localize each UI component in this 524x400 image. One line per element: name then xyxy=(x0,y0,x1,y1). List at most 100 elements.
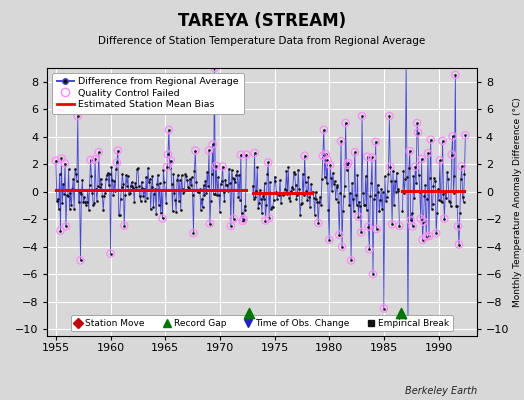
Point xyxy=(215,192,223,198)
Point xyxy=(385,113,394,119)
Point xyxy=(336,190,344,196)
Point xyxy=(67,190,75,196)
Point xyxy=(347,257,355,264)
Point xyxy=(114,147,122,154)
Point xyxy=(72,170,80,177)
Point xyxy=(322,180,331,186)
Point xyxy=(433,210,441,216)
Point xyxy=(369,271,377,277)
Text: Berkeley Earth: Berkeley Earth xyxy=(405,386,477,396)
Point xyxy=(220,198,228,204)
Point xyxy=(446,199,454,206)
Point xyxy=(227,223,235,229)
Point xyxy=(191,147,200,154)
Point xyxy=(372,139,380,145)
Point xyxy=(66,206,74,212)
Point xyxy=(252,188,260,194)
Point xyxy=(416,189,424,196)
Point xyxy=(267,206,275,212)
Point xyxy=(359,190,367,196)
Point xyxy=(299,171,307,177)
Point xyxy=(115,211,123,218)
Point xyxy=(455,241,463,248)
Point xyxy=(298,199,306,206)
Point xyxy=(438,199,446,205)
Point xyxy=(88,190,96,196)
Point xyxy=(343,162,352,168)
Point xyxy=(454,223,462,229)
Point xyxy=(228,175,237,181)
Point xyxy=(414,172,423,178)
Point xyxy=(410,195,419,202)
Point xyxy=(319,153,327,159)
Point xyxy=(342,167,351,174)
Point xyxy=(408,223,417,230)
Point xyxy=(334,199,343,205)
Point xyxy=(86,157,95,163)
Point xyxy=(425,233,433,239)
Point xyxy=(351,149,359,155)
Point xyxy=(182,173,190,180)
Point xyxy=(57,155,66,162)
Point xyxy=(169,171,178,178)
Point xyxy=(368,154,376,161)
Point xyxy=(310,194,318,201)
Point xyxy=(274,190,282,196)
Point xyxy=(212,163,221,169)
Point xyxy=(424,150,432,156)
Point xyxy=(102,176,110,182)
Point xyxy=(408,210,416,216)
Point xyxy=(232,172,241,178)
Point xyxy=(275,192,283,198)
Point xyxy=(331,178,339,184)
Point xyxy=(413,120,421,126)
Point xyxy=(150,191,158,198)
Point xyxy=(123,182,131,189)
Point xyxy=(77,191,85,198)
Point xyxy=(190,168,199,174)
Point xyxy=(273,196,281,202)
Point xyxy=(449,133,457,140)
Point xyxy=(73,113,82,119)
Point xyxy=(258,210,266,216)
Point xyxy=(429,182,438,189)
Point xyxy=(444,176,452,182)
Point xyxy=(335,232,343,238)
Point xyxy=(403,174,411,180)
Point xyxy=(401,176,409,182)
Point xyxy=(144,164,152,171)
Point xyxy=(263,171,271,177)
Point xyxy=(101,190,110,196)
Point xyxy=(224,188,232,194)
Point xyxy=(406,148,414,154)
Point xyxy=(68,186,77,192)
Point xyxy=(107,164,116,170)
Point xyxy=(355,199,364,205)
Point xyxy=(62,223,70,230)
Point xyxy=(203,169,211,175)
Point xyxy=(338,244,346,250)
Point xyxy=(432,230,440,236)
Point xyxy=(239,216,248,222)
Point xyxy=(94,149,103,155)
Point xyxy=(406,148,414,154)
Point xyxy=(258,193,267,200)
Point xyxy=(303,197,312,204)
Point xyxy=(89,202,97,209)
Point xyxy=(105,181,113,188)
Point xyxy=(157,210,165,216)
Point xyxy=(342,120,350,126)
Point xyxy=(428,201,436,207)
Point xyxy=(342,120,350,126)
Point xyxy=(369,271,377,277)
Point xyxy=(384,171,392,178)
Point xyxy=(312,196,321,203)
Point xyxy=(138,185,147,192)
Legend: Station Move, Record Gap, Time of Obs. Change, Empirical Break: Station Move, Record Gap, Time of Obs. C… xyxy=(71,315,453,332)
Point xyxy=(362,173,370,179)
Point xyxy=(157,187,166,194)
Point xyxy=(204,183,212,189)
Point xyxy=(52,158,60,164)
Point xyxy=(251,194,259,200)
Point xyxy=(222,182,231,188)
